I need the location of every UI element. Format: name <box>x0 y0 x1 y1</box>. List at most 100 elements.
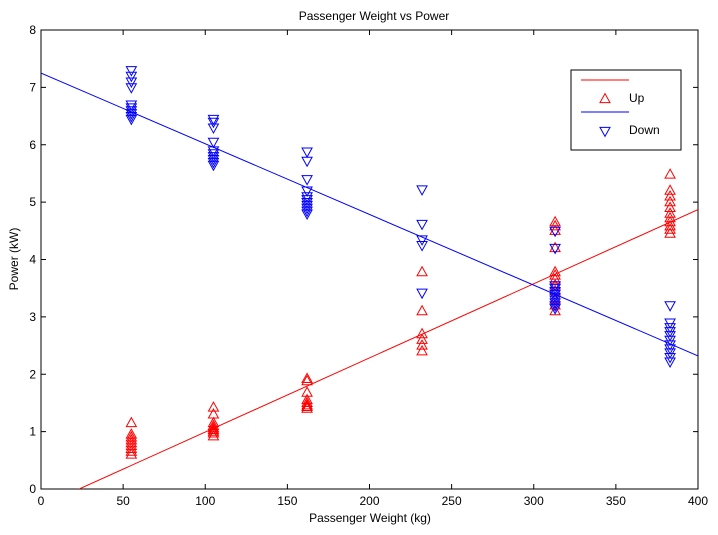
data-point-up <box>664 168 676 179</box>
data-point-up <box>301 393 313 405</box>
data-point-down <box>207 117 220 129</box>
legend: Up Down <box>570 69 682 151</box>
data-point-down <box>416 185 428 196</box>
x-tick-label: 250 <box>442 494 462 508</box>
y-tick-label: 0 <box>29 482 36 496</box>
data-point-down <box>664 301 676 312</box>
data-point-up <box>125 428 138 439</box>
x-tick-label: 0 <box>38 494 45 508</box>
data-point-down <box>549 281 561 292</box>
legend-label-up: Up <box>629 91 645 105</box>
data-point-up <box>125 416 138 428</box>
data-point-up <box>207 416 220 428</box>
data-point-up <box>416 304 428 316</box>
x-tick-label: 100 <box>195 494 215 508</box>
data-point-down <box>549 286 561 298</box>
data-point-up <box>207 407 220 419</box>
y-axis-label: Power (kW) <box>7 228 21 291</box>
data-point-up <box>549 304 561 316</box>
data-point-up <box>416 265 428 277</box>
data-point-down <box>301 175 313 186</box>
y-tick-label: 3 <box>29 310 36 324</box>
data-point-down <box>301 147 313 159</box>
data-point-down <box>549 243 561 255</box>
data-point-down <box>207 149 220 160</box>
data-point-down <box>301 198 313 209</box>
data-point-up <box>207 401 220 412</box>
data-point-up <box>664 195 676 207</box>
x-tick-label: 300 <box>524 494 544 508</box>
data-point-up <box>664 207 676 218</box>
y-tick-label: 4 <box>29 253 36 267</box>
data-point-up <box>664 189 676 201</box>
data-point-up <box>301 386 313 397</box>
y-tick-label: 8 <box>29 23 36 37</box>
x-tick-label: 400 <box>688 494 708 508</box>
data-point-up <box>416 344 428 356</box>
fit-line-down <box>41 72 698 357</box>
data-point-down <box>207 152 220 163</box>
data-point-down <box>125 71 138 83</box>
chart-title: Passenger Weight vs Power <box>299 9 450 23</box>
data-point-down <box>416 219 428 231</box>
x-tick-label: 350 <box>606 494 626 508</box>
data-point-up <box>664 201 676 212</box>
data-point-down <box>664 318 676 330</box>
data-point-down <box>416 241 428 252</box>
data-point-up <box>416 333 428 344</box>
data-point-down <box>207 137 220 149</box>
data-point-up <box>301 374 313 386</box>
y-tick-label: 2 <box>29 367 36 381</box>
data-point-up <box>416 339 428 350</box>
data-point-up <box>549 269 561 280</box>
y-tick-label: 5 <box>29 195 36 209</box>
data-point-down <box>416 235 428 246</box>
data-point-down <box>664 323 676 334</box>
data-point-up <box>301 396 313 408</box>
data-point-up <box>125 445 138 456</box>
data-point-up <box>207 426 220 438</box>
data-point-up <box>207 419 220 430</box>
data-point-up <box>125 436 138 448</box>
x-tick-label: 150 <box>277 494 297 508</box>
data-point-down <box>125 66 138 77</box>
data-point-up <box>664 184 676 195</box>
data-point-up <box>549 241 561 253</box>
data-point-up <box>416 327 428 339</box>
legend-box <box>570 69 682 151</box>
data-point-up <box>207 421 220 433</box>
data-point-down <box>549 226 561 238</box>
x-tick-label: 200 <box>359 494 379 508</box>
data-point-up <box>125 439 138 451</box>
data-point-down <box>125 83 138 94</box>
x-tick-label: 50 <box>116 494 130 508</box>
legend-label-down: Down <box>629 123 660 137</box>
data-point-up <box>549 215 561 227</box>
fit-line-up <box>77 209 698 489</box>
data-point-up <box>549 265 561 277</box>
data-point-down <box>301 192 313 203</box>
data-point-up <box>301 402 313 413</box>
data-point-down <box>207 114 220 126</box>
legend-marker-down <box>599 126 611 138</box>
data-point-down <box>125 100 138 112</box>
data-point-up <box>125 448 138 459</box>
data-point-down <box>125 77 138 89</box>
y-tick-label: 1 <box>29 425 36 439</box>
data-point-up <box>664 223 676 234</box>
legend-marker-up <box>599 92 611 104</box>
y-tick-label: 6 <box>29 138 36 152</box>
data-point-down <box>416 288 428 300</box>
data-point-up <box>125 433 138 445</box>
x-axis-label: Passenger Weight (kg) <box>309 511 431 525</box>
data-point-up <box>207 425 220 436</box>
data-point-down <box>125 106 138 117</box>
y-tick-label: 7 <box>29 80 36 94</box>
data-point-down <box>549 284 561 295</box>
data-point-down <box>301 186 313 198</box>
data-point-up <box>301 372 313 383</box>
data-point-down <box>125 103 138 114</box>
data-point-up <box>125 430 138 442</box>
data-point-up <box>125 442 138 453</box>
